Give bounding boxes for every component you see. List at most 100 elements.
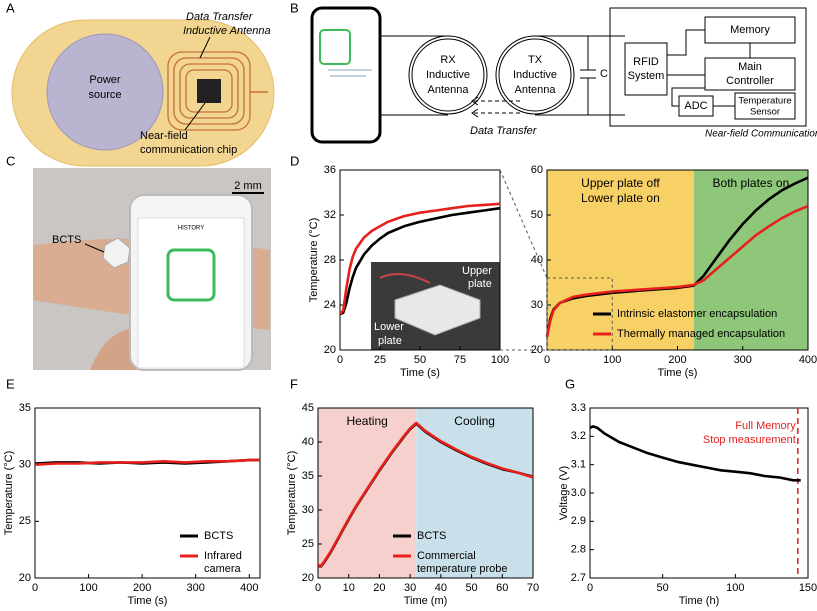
region-label: Lower plate on	[581, 191, 660, 205]
pointer	[84, 243, 105, 253]
x-tick-label: 75	[454, 354, 466, 366]
zoom-guide	[499, 169, 548, 279]
y-tick-label: 45	[302, 402, 314, 414]
x-tick-label: 400	[240, 582, 258, 594]
x-tick-label: 50	[414, 354, 426, 366]
x-tick-label: 20	[373, 582, 385, 594]
label: Temperature	[738, 96, 791, 107]
y-tick-label: 3.2	[571, 430, 586, 442]
x-tick-label: 40	[435, 582, 447, 594]
x-tick-label: 50	[657, 582, 669, 594]
y-tick-label: 2.7	[571, 572, 586, 584]
x-axis-label: Time (s)	[658, 367, 698, 379]
label: Controller	[726, 75, 774, 87]
y-axis-label: Temperature (°C)	[3, 451, 15, 535]
region-label: Both plates on	[713, 176, 790, 190]
panel-label: F	[290, 376, 298, 391]
label: plate	[378, 335, 402, 347]
x-tick-label: 100	[603, 354, 621, 366]
y-tick-label: 28	[324, 254, 336, 266]
x-axis-label: Time (s)	[400, 367, 440, 379]
x-tick-label: 100	[726, 582, 744, 594]
panel-label: E	[6, 376, 15, 391]
legend-label: BCTS	[417, 530, 446, 542]
label: Inductive	[426, 69, 470, 81]
rfid-box	[624, 42, 668, 96]
memory-box	[704, 16, 796, 44]
y-tick-label: 20	[302, 572, 314, 584]
y-tick-label: 25	[19, 515, 31, 527]
label: Power	[89, 74, 121, 86]
label: Lower	[374, 321, 404, 333]
y-tick-label: 60	[531, 164, 543, 176]
label: 2 mm	[234, 180, 262, 192]
label: Memory	[730, 24, 770, 36]
y-tick-label: 30	[531, 299, 543, 311]
x-tick-label: 400	[799, 354, 817, 366]
y-tick-label: 2.9	[571, 515, 586, 527]
x-tick-label: 25	[374, 354, 386, 366]
y-tick-label: 24	[324, 299, 336, 311]
y-tick-label: 40	[531, 254, 543, 266]
x-tick-label: 200	[668, 354, 686, 366]
series-line	[317, 421, 534, 568]
label: Inductive	[513, 69, 557, 81]
device-diagram: Power source Data Transfer Inductive Ant…	[11, 11, 275, 167]
antenna-coil	[167, 51, 251, 131]
block-diagram: RX Inductive Antenna TX Inductive Antenn…	[310, 6, 817, 144]
label: Near-field Communication Chip	[705, 129, 817, 140]
x-tick-label: 0	[587, 582, 593, 594]
x-tick-label: 70	[527, 582, 539, 594]
legend-label: Thermally managed encapsulation	[617, 328, 785, 340]
region	[693, 170, 808, 350]
sensor-box	[734, 92, 796, 120]
y-tick-label: 30	[19, 459, 31, 471]
label: Upper	[462, 265, 492, 277]
x-tick-label: 0	[337, 354, 343, 366]
x-tick-label: 300	[734, 354, 752, 366]
series-line	[339, 206, 501, 316]
x-tick-label: 60	[496, 582, 508, 594]
series-line	[545, 204, 809, 337]
label: communication chip	[140, 144, 237, 156]
x-tick-label: 100	[491, 354, 509, 366]
label: C	[600, 68, 608, 80]
power-source	[46, 33, 164, 151]
label: Antenna	[515, 84, 557, 96]
x-axis-label: Time (h)	[679, 595, 720, 607]
label: TX	[528, 54, 543, 66]
sensor	[102, 237, 131, 269]
label: source	[88, 89, 121, 101]
photo: HISTORY 2 mm BCTS	[33, 168, 271, 371]
charts: 0 25 50 75 100 20 24 28 32 36 Time (s) Temperature …	[3, 164, 817, 607]
pointer	[199, 36, 211, 59]
y-tick-label: 36	[324, 164, 336, 176]
region	[318, 408, 417, 578]
y-tick-label: 32	[324, 209, 336, 221]
label: System	[628, 70, 665, 82]
y-axis-label: Temperature (°C)	[308, 218, 320, 302]
y-tick-label: 35	[302, 470, 314, 482]
y-tick-label: 2.8	[571, 544, 586, 556]
chip	[197, 79, 221, 103]
label: HISTORY	[178, 226, 204, 232]
controller-box	[704, 57, 796, 91]
region-label: Upper plate off	[581, 176, 660, 190]
y-axis-label: Temperature (°C)	[286, 451, 298, 535]
panel-label: G	[565, 376, 575, 391]
label: Near-field	[140, 130, 188, 142]
x-tick-label: 100	[79, 582, 97, 594]
legend-label: BCTS	[204, 530, 233, 542]
x-tick-label: 30	[404, 582, 416, 594]
panel-label: D	[290, 153, 299, 168]
y-tick-label: 20	[19, 572, 31, 584]
arrowhead	[471, 96, 479, 118]
x-tick-label: 50	[465, 582, 477, 594]
zoom-box	[546, 277, 613, 351]
series-line	[339, 202, 501, 315]
y-tick-label: 40	[302, 436, 314, 448]
y-tick-label: 3.0	[571, 487, 586, 499]
label: plate	[468, 278, 492, 290]
legend-label: Intrinsic elastomer encapsulation	[617, 308, 777, 320]
y-tick-label: 35	[19, 402, 31, 414]
